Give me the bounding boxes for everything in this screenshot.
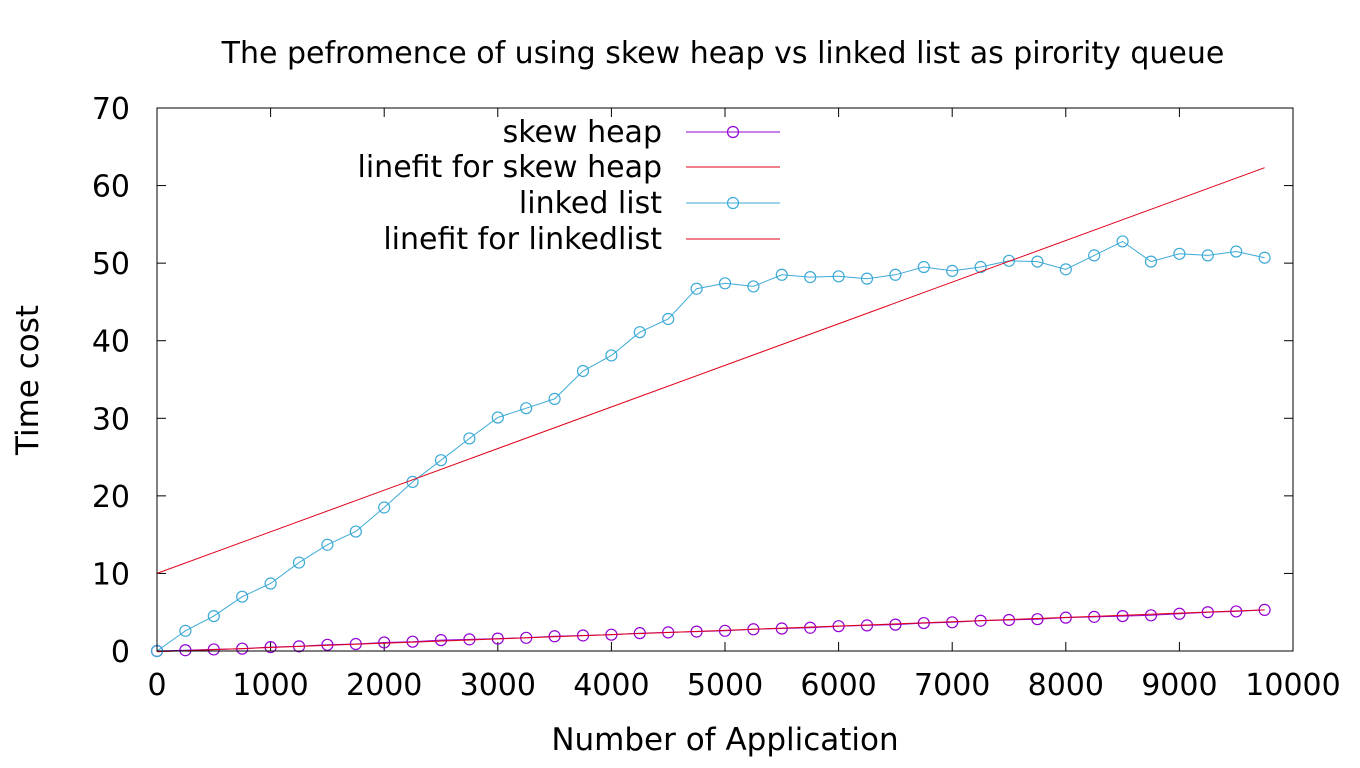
data-point [207,609,220,623]
plot-frame [156,107,1294,652]
data-point [1031,255,1044,268]
chart-title: The pefromence of using skew heap vs lin… [221,36,1225,71]
data-point [1230,245,1243,258]
data-point [690,282,703,295]
series-line-linked-list [156,240,1265,652]
series-linefit-for-linkedlist [156,167,1265,574]
data-point [378,636,391,649]
x-tick-label: 1000 [232,668,308,703]
x-tick-label: 10000 [1245,668,1340,703]
y-tick-label: 60 [92,170,130,205]
data-point [889,618,902,631]
data-point [1116,609,1129,623]
data-point [1002,254,1016,267]
data-point [179,624,192,637]
data-point [1173,247,1186,260]
data-point [946,264,959,277]
data-point [236,590,249,603]
x-tick-label: 7000 [914,668,990,703]
series-linefit-for-skew-heap [156,609,1265,653]
x-tick-label: 9000 [1141,668,1217,703]
axis-ticks [156,107,1294,652]
x-tick-label: 3000 [460,668,536,703]
x-tick-label: 8000 [1028,668,1104,703]
y-tick-label: 0 [111,635,130,670]
y-tick-label: 20 [92,480,130,515]
x-tick-label: 2000 [346,668,422,703]
data-point [576,364,590,378]
x-axis-label: Number of Application [551,722,898,758]
data-point [718,277,732,290]
data-point [974,260,987,274]
legend-marker [726,125,740,139]
data-point [1116,235,1129,248]
plot-area [150,167,1271,658]
data-point [520,402,533,415]
data-point [434,454,448,467]
series-linked-list [150,235,1271,658]
y-tick-label: 70 [92,92,130,127]
y-axis-label: Time cost [10,305,46,456]
legend-label: skew heap [503,115,662,150]
data-point [349,525,362,538]
data-point [1201,249,1214,262]
data-point [1144,255,1158,268]
tick-labels: 0 1000 2000 3000 4000 5000 6000 7000 8000 9000 100… [92,92,1341,703]
data-point [889,268,902,281]
data-point [775,268,788,281]
data-point [860,272,874,285]
data-point [633,326,646,339]
y-tick-label: 10 [92,557,130,592]
data-point [264,577,277,590]
data-point [1059,263,1072,276]
data-point [491,411,504,424]
x-tick-label: 5000 [687,668,763,703]
x-tick-label: 0 [147,668,166,703]
series-line-linefit-for-skew-heap [156,609,1265,653]
y-tick-label: 50 [92,247,130,282]
legend-label: linefit for linkedlist [383,222,662,257]
x-tick-label: 6000 [800,668,876,703]
data-point [548,392,561,405]
x-tick-label: 4000 [573,668,649,703]
data-point [292,556,306,569]
data-point [747,280,760,293]
data-point [434,634,448,647]
data-point [832,270,845,283]
y-tick-label: 40 [92,325,130,360]
data-point [463,432,476,445]
legend-label: linefit for skew heap [358,150,662,185]
data-point [605,349,618,362]
y-tick-label: 30 [92,402,130,437]
data-point [917,260,930,274]
data-point [1088,249,1101,262]
legend-marker [726,196,740,210]
series-line-linefit-for-linkedlist [156,167,1265,574]
data-point [1144,609,1158,622]
data-point [321,538,334,551]
data-point [804,271,817,284]
data-point [378,501,391,514]
legend-label: linked list [519,186,662,221]
data-point [1258,251,1271,264]
data-point [662,312,675,326]
